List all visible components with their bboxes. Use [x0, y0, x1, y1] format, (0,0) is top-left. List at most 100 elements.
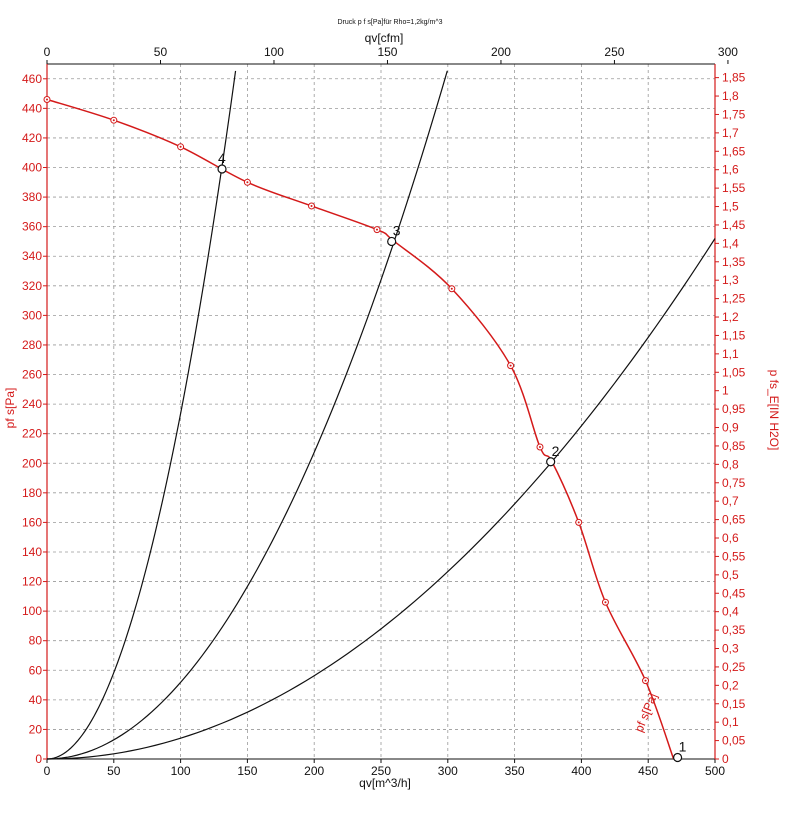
y2-tick-label: 0,5	[722, 568, 739, 582]
x-tick-label: 100	[171, 764, 191, 778]
y2-tick-label: 1,25	[722, 292, 746, 306]
x-axis-title: qv[m^3/h]	[359, 776, 411, 790]
x2-axis-title: qv[cfm]	[365, 31, 404, 45]
y2-tick-label: 0,75	[722, 476, 746, 490]
operating-point-4	[217, 164, 227, 174]
x2-tick-label: 250	[604, 45, 624, 59]
y2-tick-label: 0,45	[722, 586, 746, 600]
y2-tick-label: 1,5	[722, 200, 739, 214]
y-tick-label: 160	[22, 515, 42, 529]
y-tick-label: 320	[22, 279, 42, 293]
y2-axis-ticks: 0 0,05 0,1 0,15 0,2 0,25 0,3 0,35 0,4 0,45 0,5 0,55…	[715, 71, 746, 766]
y2-tick-label: 1,75	[722, 107, 746, 121]
x2-tick-label: 100	[264, 45, 284, 59]
y-tick-label: 300	[22, 308, 42, 322]
operating-point-3	[387, 236, 397, 247]
y-tick-label: 340	[22, 249, 42, 263]
fan-curve-marker-dot	[644, 679, 647, 682]
y-tick-label: 420	[22, 131, 42, 145]
y2-tick-label: 1,35	[722, 255, 746, 269]
y2-tick-label: 1,6	[722, 163, 739, 177]
y-tick-label: 400	[22, 161, 42, 175]
fan-curve-marker-dot	[46, 98, 48, 101]
y2-tick-label: 0,05	[722, 734, 746, 748]
fan-curve-marker-dot	[375, 228, 378, 231]
y2-tick-label: 0,25	[722, 660, 746, 674]
y2-tick-label: 0,95	[722, 402, 746, 416]
operating-point-label: 4	[218, 150, 226, 166]
y2-tick-label: 1,65	[722, 144, 746, 158]
y2-tick-label: 1,1	[722, 347, 739, 361]
y-tick-label: 140	[22, 545, 42, 559]
x2-tick-label: 50	[154, 45, 168, 59]
x-tick-label: 350	[505, 764, 525, 778]
x2-tick-label: 200	[491, 45, 511, 59]
operating-point-label: 1	[679, 739, 687, 755]
x2-tick-label: 150	[377, 45, 397, 59]
fan-curve-marker-dot	[604, 601, 607, 604]
x-tick-label: 300	[438, 764, 458, 778]
y2-tick-label: 0,7	[722, 494, 739, 508]
x-tick-label: 400	[571, 764, 591, 778]
y2-tick-label: 1,85	[722, 71, 746, 85]
y-tick-label: 380	[22, 190, 42, 204]
y-tick-label: 20	[29, 722, 43, 736]
y2-tick-label: 1,3	[722, 273, 739, 287]
system-curve-4	[46, 70, 237, 760]
y2-tick-label: 1	[722, 384, 729, 398]
y2-tick-label: 0,85	[722, 439, 746, 453]
y2-tick-label: 0,35	[722, 623, 746, 637]
y2-tick-label: 0,4	[722, 605, 739, 619]
fan-curve-marker-dot	[450, 287, 453, 290]
operating-point-label: 3	[393, 222, 401, 238]
fan-curve-marker-dot	[179, 145, 182, 148]
y-axis-ticks: 0 20 40 60 80 100 120 140 160 180 200 220 240 260 280 3…	[22, 72, 47, 766]
x2-axis-ticks: 0 50 100 150 200 250 300	[44, 45, 738, 64]
y2-tick-label: 0,65	[722, 513, 746, 527]
y-tick-label: 440	[22, 101, 42, 115]
x2-tick-label: 0	[44, 45, 51, 59]
y-axis-title: pf s[Pa]	[3, 388, 17, 429]
y2-tick-label: 1,4	[722, 236, 739, 250]
y2-tick-label: 0,15	[722, 697, 746, 711]
y2-tick-label: 0,2	[722, 678, 739, 692]
fan-curve-marker-dot	[577, 521, 580, 524]
y-tick-label: 280	[22, 338, 42, 352]
fan-curve-marker-dot	[538, 445, 541, 448]
operating-point-label: 2	[552, 443, 560, 459]
y-tick-label: 60	[29, 663, 43, 677]
fan-curve-marker-dot	[246, 181, 249, 184]
y2-tick-label: 1,15	[722, 328, 746, 342]
y2-tick-label: 0,1	[722, 715, 739, 729]
y2-tick-label: 0,6	[722, 531, 739, 545]
y-tick-label: 460	[22, 72, 42, 86]
x2-tick-label: 300	[718, 45, 738, 59]
y-tick-label: 180	[22, 486, 42, 500]
y-tick-label: 40	[29, 693, 43, 707]
y-tick-label: 120	[22, 575, 42, 589]
x-tick-label: 0	[44, 764, 51, 778]
y2-tick-label: 1,05	[722, 365, 746, 379]
x-tick-label: 450	[638, 764, 658, 778]
y2-tick-label: 1,2	[722, 310, 739, 324]
y-tick-label: 260	[22, 368, 42, 382]
y2-tick-label: 1,7	[722, 126, 739, 140]
operating-point-2	[546, 457, 556, 467]
fan-curve-marker-dot	[509, 364, 512, 367]
y-tick-label: 80	[29, 634, 43, 648]
operating-point-1	[672, 752, 683, 763]
y2-tick-label: 0	[722, 752, 729, 766]
system-curve-2	[46, 238, 716, 760]
y-tick-label: 0	[35, 752, 42, 766]
y2-tick-label: 0,55	[722, 549, 746, 563]
fan-curve-line	[46, 98, 675, 760]
x-tick-label: 150	[237, 764, 257, 778]
chart-title: Druck p f s[Pa]für Rho=1,2kg/m^3	[337, 19, 442, 26]
y-tick-label: 240	[22, 397, 42, 411]
y2-tick-label: 0,8	[722, 457, 739, 471]
x-axis-ticks: 0 50 100 150 200 250 300 350 400 450 500	[44, 759, 725, 778]
fan-curve-marker-dot	[112, 119, 115, 122]
x-tick-label: 250	[371, 764, 391, 778]
